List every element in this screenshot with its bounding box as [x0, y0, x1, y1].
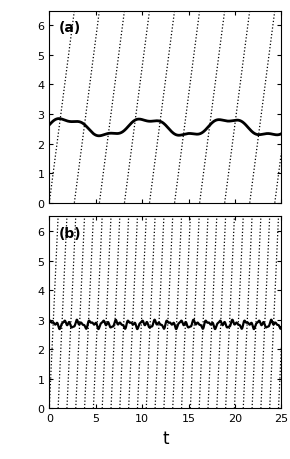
Text: (a): (a) — [59, 21, 81, 35]
Text: (b): (b) — [59, 226, 81, 240]
X-axis label: t: t — [162, 429, 168, 447]
